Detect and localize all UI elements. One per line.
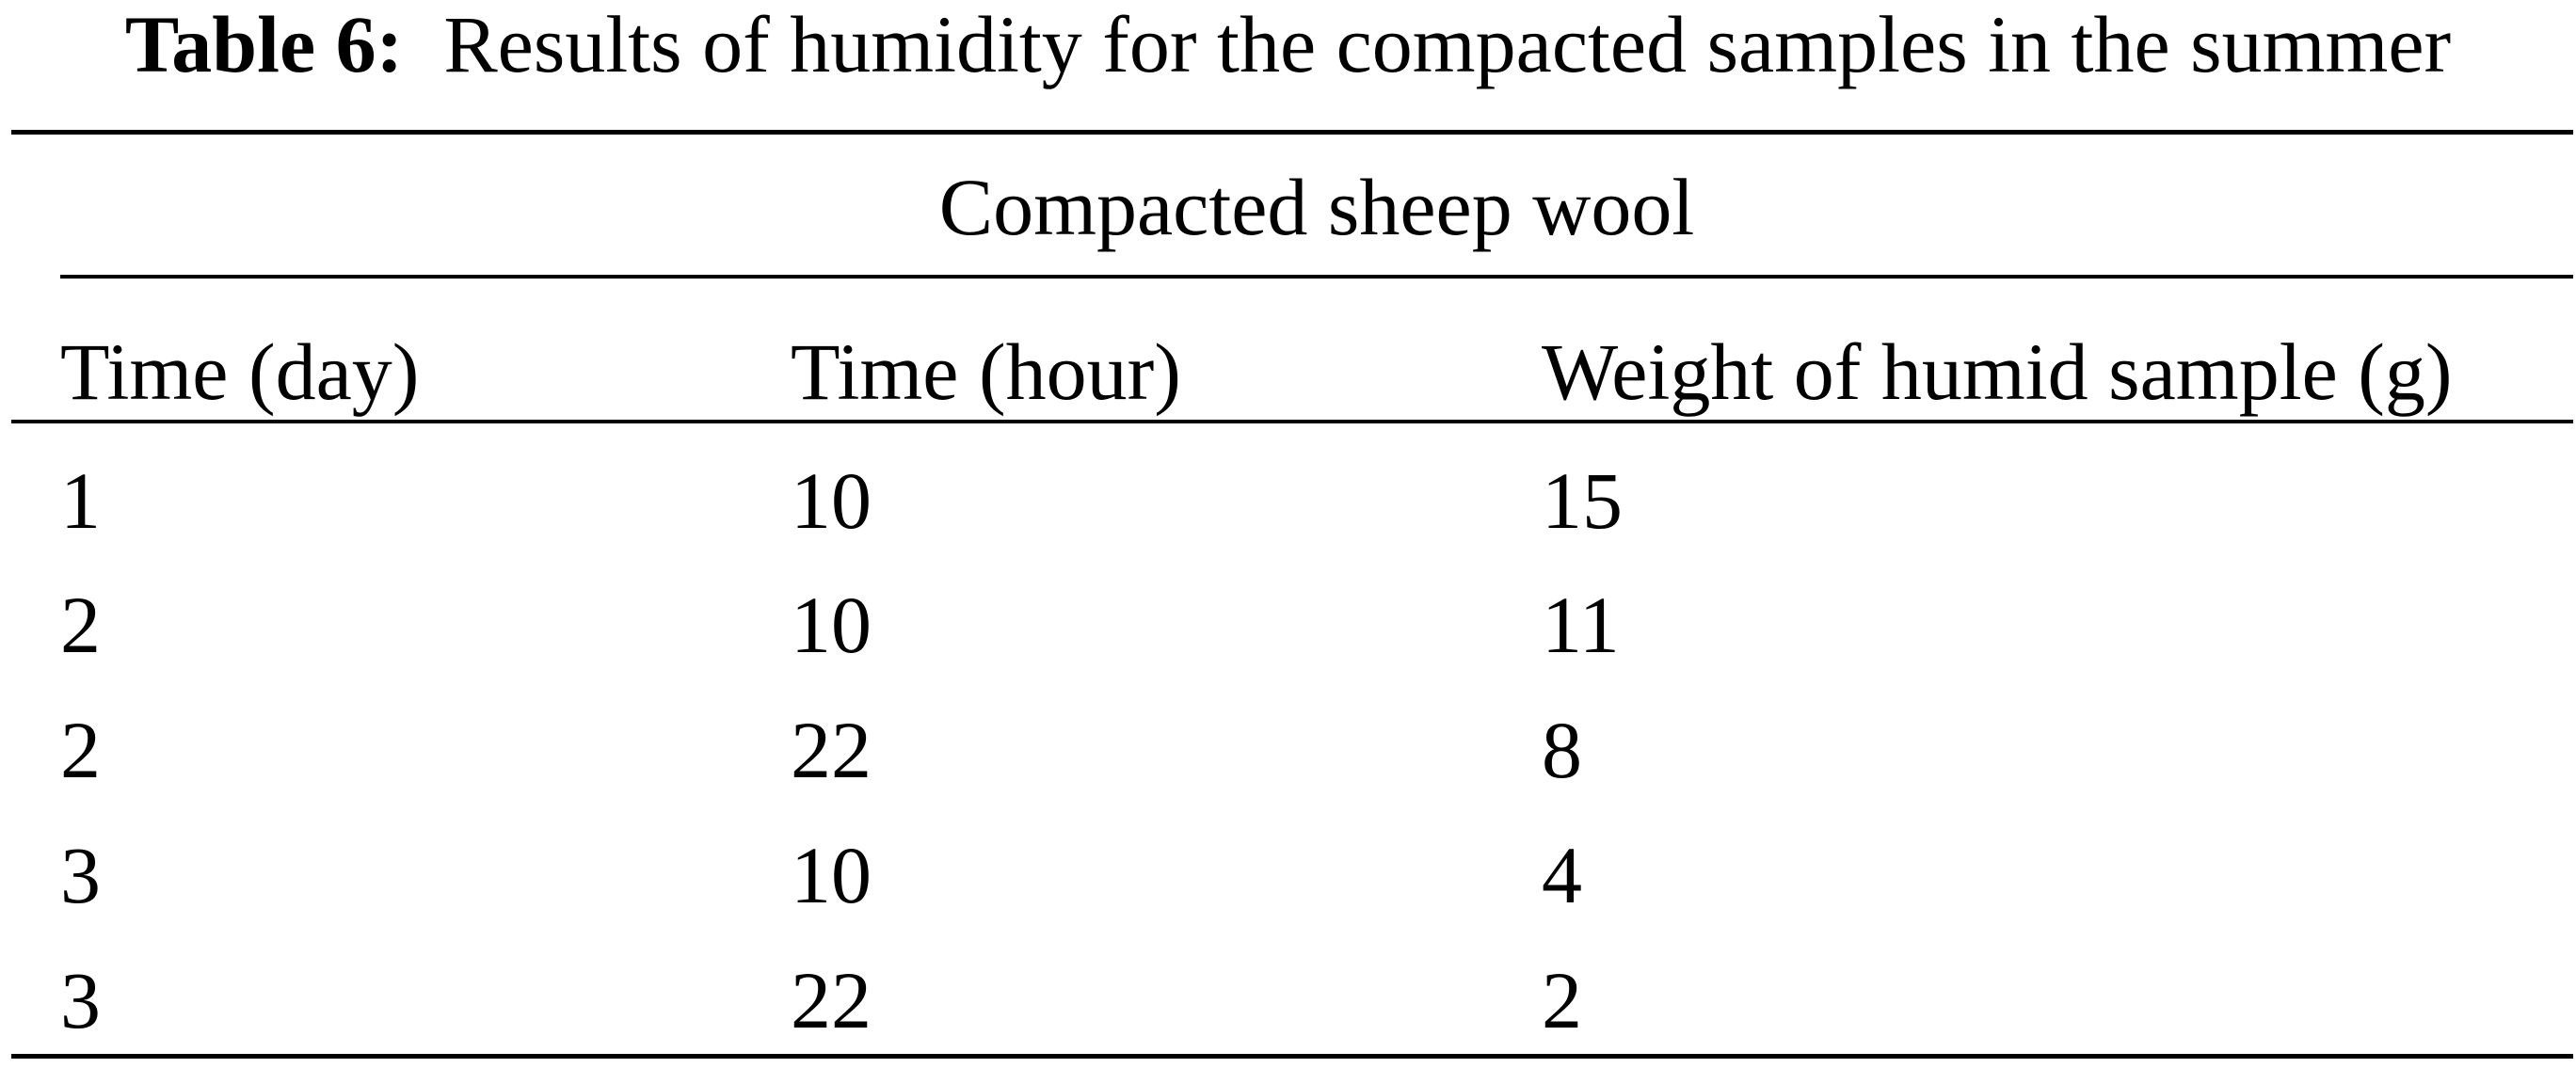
table-cell-day: 1 [60,455,101,546]
table-cell-day: 2 [60,705,101,795]
table-cell-day: 3 [60,830,101,920]
table-cell-day: 3 [60,955,101,1045]
column-header-time-hour: Time (hour) [791,327,1181,417]
table-group-header: Compacted sheep wool [938,162,1695,252]
table-top-rule [11,130,2573,135]
header-rule [11,420,2573,423]
table-cell-hour: 10 [791,455,872,546]
table-cell-weight: 11 [1542,580,1620,670]
column-header-time-day: Time (day) [60,327,420,417]
table-caption: Table 6: Results of humidity for the com… [0,2,2576,87]
table-cell-weight: 4 [1542,830,1582,920]
table-cell-hour: 22 [791,955,872,1045]
column-header-weight: Weight of humid sample (g) [1542,327,2453,417]
table-cell-day: 2 [60,580,101,670]
table-cell-hour: 10 [791,830,872,920]
group-header-rule [60,275,2573,279]
table-caption-text: Results of humidity for the compacted sa… [443,0,2452,89]
table-cell-weight: 2 [1542,955,1582,1045]
table-cell-weight: 8 [1542,705,1582,795]
table-cell-hour: 10 [791,580,872,670]
table-cell-hour: 22 [791,705,872,795]
table-bottom-rule [11,1054,2573,1059]
table-cell-weight: 15 [1542,455,1623,546]
table-caption-label: Table 6: [124,0,404,89]
